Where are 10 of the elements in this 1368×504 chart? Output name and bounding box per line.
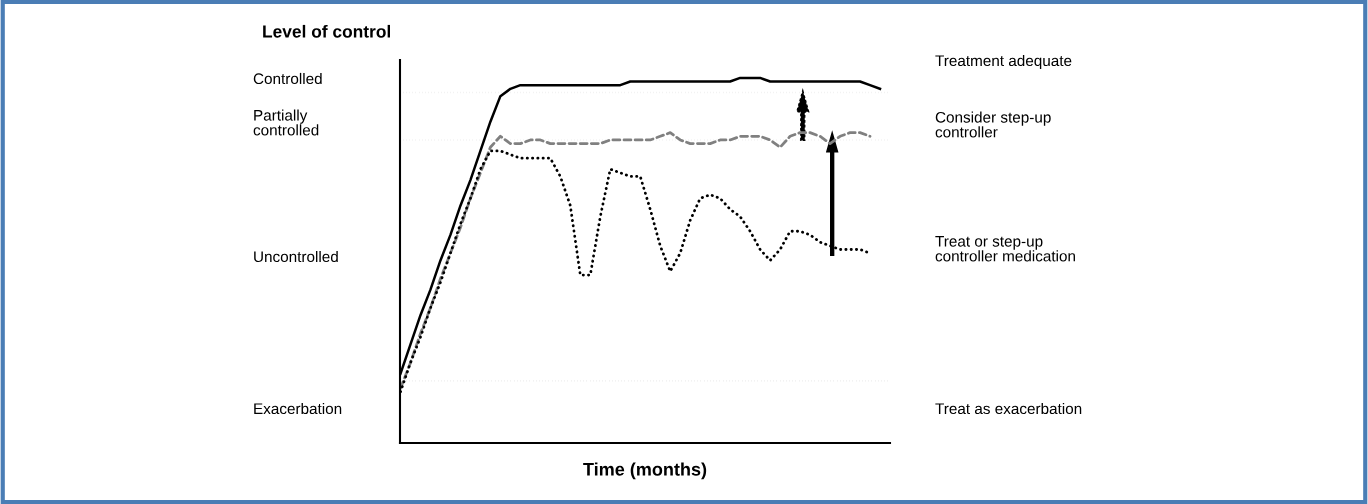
text: Controlled: [253, 72, 322, 85]
text: Exacerbation: [254, 402, 342, 415]
x-axis-title: Time (months): [583, 462, 707, 480]
text: Consider step-up controller: [935, 111, 1051, 138]
text: Treatment adequate: [935, 54, 1072, 70]
text: Uncontrolled: [254, 250, 338, 263]
text: Partially controlled: [253, 109, 319, 136]
text: Treat as exacerbation: [935, 402, 1082, 415]
text: Treat or step-up controller medication: [935, 236, 1075, 262]
chart-title: Level of control: [263, 24, 391, 38]
